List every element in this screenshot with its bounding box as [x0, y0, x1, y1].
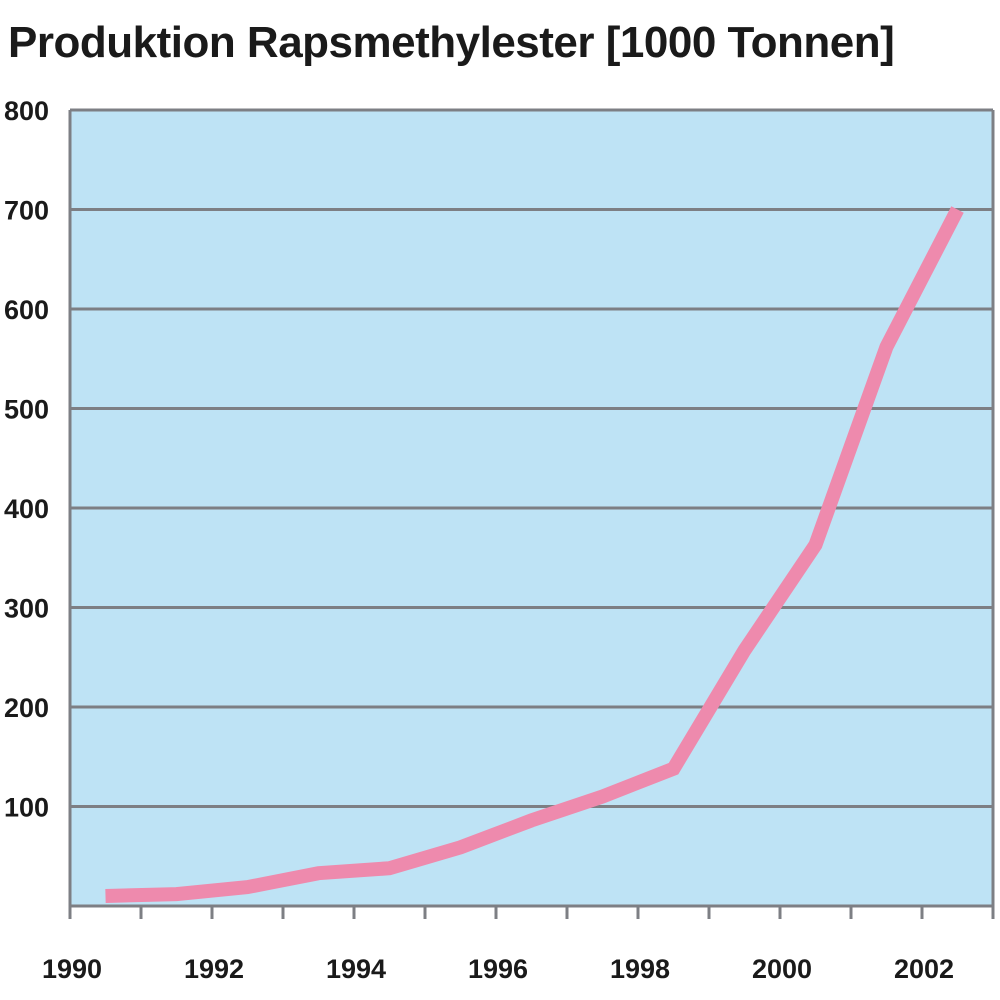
y-tick-label-300: 300 — [4, 594, 49, 624]
data-point-2002.5 — [957, 209, 958, 210]
chart-title: Produktion Rapsmethylester [1000 Tonnen] — [8, 18, 895, 67]
tick-labels: 100 200 300 400 500 600 700 800 1990 1992 1994 1996… — [4, 96, 954, 984]
x-tick-label-1990: 1990 — [42, 954, 102, 984]
x-tick-label-1998: 1998 — [610, 954, 670, 984]
y-tick-label-800: 800 — [4, 96, 49, 126]
data-point-2000.5 — [815, 544, 816, 545]
gridlines — [70, 108, 993, 808]
data-point-1997.5 — [602, 796, 603, 797]
series-line-0 — [105, 206, 964, 903]
x-tick-label-2000: 2000 — [752, 954, 812, 984]
y-tick-label-600: 600 — [4, 295, 49, 325]
y-tick-label-100: 100 — [4, 793, 49, 823]
data-point-2001.5 — [886, 346, 887, 347]
data-point-1992.5 — [247, 887, 248, 888]
x-tick-label-1994: 1994 — [326, 954, 386, 984]
data-point-1996.5 — [531, 820, 532, 821]
data-point-1993.5 — [318, 873, 319, 874]
data-point-1998.5 — [673, 768, 674, 769]
data-point-1994.5 — [389, 868, 390, 869]
y-tick-label-500: 500 — [4, 395, 49, 425]
data-point-1999.5 — [744, 650, 745, 651]
x-tick-label-1996: 1996 — [468, 954, 528, 984]
data-point-1991.5 — [176, 894, 177, 895]
data-point-1990.5 — [105, 896, 106, 897]
axes — [68, 110, 995, 919]
y-tick-label-700: 700 — [4, 196, 49, 226]
y-tick-label-200: 200 — [4, 693, 49, 723]
y-tick-label-400: 400 — [4, 494, 49, 524]
x-tick-label-1992: 1992 — [184, 954, 244, 984]
data-point-1995.5 — [460, 847, 461, 848]
series-layer — [105, 206, 964, 903]
x-tick-label-2002: 2002 — [894, 954, 954, 984]
